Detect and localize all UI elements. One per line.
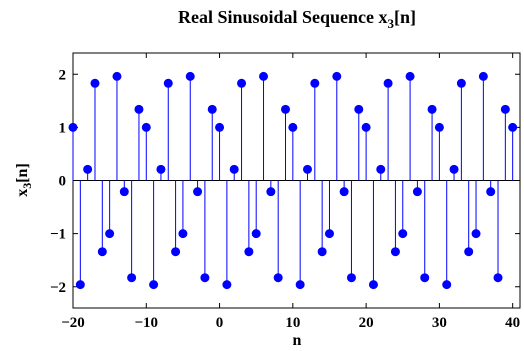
stem-marker (193, 187, 203, 197)
stem-marker (288, 122, 298, 132)
stem-marker (156, 164, 166, 174)
stem-marker (266, 187, 276, 197)
stem-marker (112, 71, 122, 81)
stem-marker (178, 229, 188, 239)
x-tick-label: 10 (285, 315, 300, 331)
stem-marker (500, 104, 510, 114)
stem-series (68, 71, 518, 290)
stem-marker (134, 104, 144, 114)
x-tick-label: −10 (134, 315, 158, 331)
stem-marker (68, 122, 78, 132)
stem-marker (149, 280, 159, 290)
stem-marker (185, 71, 195, 81)
y-axis-ticks: −2 −1 0 1 2 (50, 67, 520, 296)
stem-marker (229, 164, 239, 174)
chart-title-sub: 3 (388, 16, 395, 31)
stem-marker (456, 78, 466, 88)
stem-marker (295, 280, 305, 290)
stem-marker (471, 229, 481, 239)
stem-marker (259, 71, 269, 81)
stem-marker (390, 247, 400, 257)
stem-marker (398, 229, 408, 239)
y-axis-label: x3[n] (14, 163, 34, 197)
stem-marker (244, 247, 254, 257)
stem-marker (97, 247, 107, 257)
chart-title-tail: [n] (394, 7, 416, 27)
stem-marker (361, 122, 371, 132)
y-tick-label: −1 (50, 227, 66, 243)
y-axis-label-sub: 3 (20, 183, 34, 189)
stem-marker (324, 229, 334, 239)
stem-marker (83, 164, 93, 174)
stem-marker (222, 280, 232, 290)
x-axis-label: n (293, 332, 302, 349)
stem-marker (310, 78, 320, 88)
stem-marker (302, 164, 312, 174)
stem-marker (105, 229, 115, 239)
stem-marker (317, 247, 327, 257)
stem-marker (368, 280, 378, 290)
stem-marker (434, 122, 444, 132)
x-tick-label: 20 (359, 315, 374, 331)
stem-marker (486, 187, 496, 197)
stem-marker (251, 229, 261, 239)
chart-title: Real Sinusoidal Sequence x3[n] (178, 7, 416, 31)
stem-marker (163, 78, 173, 88)
x-tick-label: 0 (216, 315, 224, 331)
stem-marker (420, 273, 430, 283)
stem-marker (427, 104, 437, 114)
stem-marker (339, 187, 349, 197)
y-tick-label: 2 (59, 67, 67, 83)
stem-marker (376, 164, 386, 174)
stem-marker (449, 164, 459, 174)
y-axis-label-main: x (14, 189, 31, 197)
stem-marker (215, 122, 225, 132)
stem-marker (493, 273, 503, 283)
stem-marker (405, 71, 415, 81)
stem-marker (464, 247, 474, 257)
stem-marker (141, 122, 151, 132)
stem-marker (119, 187, 129, 197)
stem-marker (412, 187, 422, 197)
y-tick-label: 1 (59, 120, 67, 136)
stem-marker (478, 71, 488, 81)
stem-marker (383, 78, 393, 88)
y-tick-label: 0 (59, 174, 67, 190)
stem-marker (281, 104, 291, 114)
y-tick-label: −2 (50, 280, 66, 296)
stem-marker (90, 78, 100, 88)
stem-marker (75, 280, 85, 290)
stem-marker (354, 104, 364, 114)
stem-marker (332, 71, 342, 81)
stem-marker (171, 247, 181, 257)
x-tick-label: 30 (432, 315, 447, 331)
y-axis-label-tail: [n] (14, 163, 31, 183)
x-tick-label: 40 (505, 315, 520, 331)
stem-marker (346, 273, 356, 283)
stem-marker (127, 273, 137, 283)
stem-marker (237, 78, 247, 88)
stem-marker (442, 280, 452, 290)
stem-marker (200, 273, 210, 283)
stem-marker (273, 273, 283, 283)
chart-title-main: Real Sinusoidal Sequence x (178, 7, 388, 27)
x-tick-label: −20 (61, 315, 85, 331)
stem-marker (508, 122, 518, 132)
stem-marker (207, 104, 217, 114)
x-axis-ticks: −20 −10 0 10 20 30 40 (61, 53, 520, 331)
